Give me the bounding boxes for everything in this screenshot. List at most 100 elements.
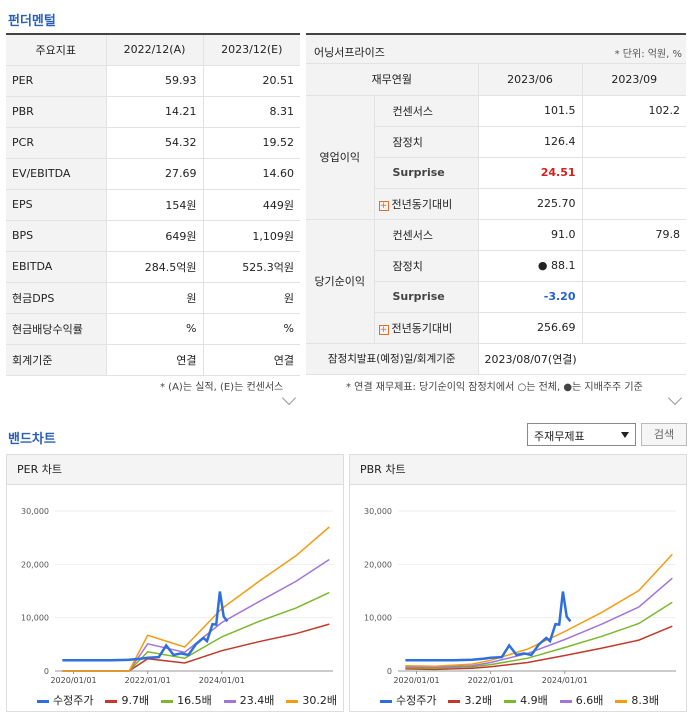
legend-item[interactable]: 8.3배 (615, 694, 659, 707)
cell: 102.2 (582, 95, 686, 127)
dropdown-arrow-icon (621, 432, 629, 438)
row-label: Surprise (374, 157, 479, 189)
series-line (405, 601, 673, 670)
chart-legend: 수정주가 3.2배 4.9배 6.6배 8.3배 (380, 692, 671, 708)
surprise-value: -3.20 (478, 281, 583, 313)
earnings-surprise-table: 재무연월 2023/06 2023/09 영업이익 컨센서스 101.5 102… (306, 64, 686, 375)
cell: 원 (106, 282, 204, 314)
per-chart-panel: PER 차트 30,000 20,000 10,000 0 2020/01/01 2022… (6, 454, 344, 712)
release-date-value: 2023/08/07(연결) (478, 343, 686, 375)
legend-swatch (504, 699, 517, 703)
cell: 14.60 (203, 158, 300, 190)
legend-item[interactable]: 6.6배 (559, 694, 604, 707)
legend-item[interactable]: 9.7배 (105, 694, 149, 707)
cell: 649원 (106, 220, 204, 252)
table-row: PER 59.93 20.51 (6, 65, 300, 97)
cell: 연결 (106, 344, 204, 376)
series-line (405, 553, 673, 667)
cell: 19.52 (203, 127, 300, 159)
pbr-chart-panel: PBR 차트 30,000 20,000 10,000 0 2020/01/01 2022… (349, 454, 687, 712)
legend-item[interactable]: 3.2배 (448, 694, 492, 707)
legend-item[interactable]: 23.4배 (223, 694, 275, 707)
fundamentals-title: 펀더멘털 (8, 14, 56, 29)
row-label: PCR (6, 127, 107, 159)
surprise-value: 24.51 (478, 157, 583, 189)
row-label-yoy[interactable]: + 전년동기대비 (374, 312, 479, 344)
legend-item[interactable]: 수정주가 (380, 694, 436, 707)
row-label: 현금배당수익률 (6, 313, 107, 345)
legend-swatch (448, 699, 461, 703)
row-label: 회계기준 (6, 344, 107, 376)
legend-item[interactable]: 16.5배 (161, 694, 212, 707)
series-line (62, 526, 330, 672)
legend-label: 수정주가 (396, 694, 437, 707)
x-tick-label: 2020/01/01 (393, 676, 439, 685)
legend-swatch (161, 699, 174, 703)
band-chart-title: 밴드차트 (8, 432, 56, 447)
chevron-down-icon[interactable] (667, 390, 683, 406)
cell: 284.5억원 (106, 251, 204, 283)
row-label: BPS (6, 220, 107, 252)
cell: % (203, 313, 300, 345)
col-header: 2023/12(E) (203, 34, 300, 66)
y-tick-label: 30,000 (21, 507, 49, 516)
row-label: 잠정치 (374, 250, 479, 282)
row-label: EV/EBITDA (6, 158, 107, 190)
col-header: 2022/12(A) (106, 34, 204, 66)
cell: 449원 (203, 189, 300, 221)
table-row: 현금배당수익률%% (6, 313, 300, 345)
cell: % (106, 313, 204, 345)
cell: ● 88.1 (478, 250, 583, 282)
group-net-income: 당기순이익 (306, 219, 375, 344)
key-indicators-table: 주요지표 2022/12(A) 2023/12(E) PER 59.93 20.51… (6, 33, 300, 376)
row-label: 전년동기대비 (391, 197, 453, 211)
col-header: 2023/09 (582, 64, 686, 96)
table-row: PCR 54.32 19.52 (6, 127, 300, 159)
table-row: EPS 154원 449원 (6, 189, 300, 221)
x-tick-label: 2020/01/01 (50, 676, 96, 685)
col-header: 2023/06 (478, 64, 583, 96)
chevron-down-icon[interactable] (281, 390, 297, 406)
table-row: 회계기준 연결 연결 (6, 344, 300, 376)
row-label-yoy[interactable]: + 전년동기대비 (374, 188, 479, 220)
search-button[interactable]: 검색 (641, 423, 687, 446)
cell: 101.5 (478, 95, 583, 127)
cell: 256.69 (478, 312, 583, 344)
legend-label: 4.9배 (520, 694, 548, 707)
legend-label: 9.7배 (121, 694, 150, 707)
legend-label: 8.3배 (631, 694, 659, 707)
x-tick-label: 2022/01/01 (125, 676, 171, 685)
table-row: PBR 14.21 8.31 (6, 96, 300, 128)
expand-plus-icon[interactable]: + (378, 324, 389, 335)
legend-label: 16.5배 (177, 694, 212, 707)
left-table-note: * (A)는 실적, (E)는 컨센서스 (160, 382, 284, 393)
cell: 연결 (203, 344, 300, 376)
row-label: EBITDA (6, 251, 107, 283)
chart-title: PBR 차트 (350, 455, 686, 485)
y-tick-label: 20,000 (364, 560, 392, 569)
legend-swatch (105, 699, 118, 703)
legend-item[interactable]: 4.9배 (504, 694, 548, 707)
cell: 27.69 (106, 158, 204, 190)
financial-statement-select[interactable]: 주재무제표 (527, 423, 636, 446)
legend-item[interactable]: 수정주가 (37, 694, 93, 707)
legend-item[interactable]: 30.2배 (286, 694, 337, 707)
y-tick-label: 30,000 (364, 507, 392, 516)
chart-legend: 수정주가 9.7배 16.5배 23.4배 30.2배 (37, 692, 349, 708)
cell: 1,109원 (203, 220, 300, 252)
expand-plus-icon[interactable]: + (378, 200, 389, 211)
cell: 525.3억원 (203, 251, 300, 283)
series-line (62, 558, 330, 672)
legend-label: 23.4배 (239, 694, 275, 707)
row-label: 현금DPS (6, 282, 107, 314)
legend-label: 6.6배 (575, 694, 604, 707)
legend-swatch (223, 699, 236, 703)
y-tick-label: 0 (44, 667, 49, 676)
row-label: PER (6, 65, 107, 97)
earnings-surprise-header: 어닝서프라이즈 * 단위: 억원, % (306, 33, 686, 64)
unit-label: * 단위: 억원, % (614, 49, 682, 60)
select-value: 주재무제표 (534, 430, 585, 443)
cell: 54.32 (106, 127, 204, 159)
